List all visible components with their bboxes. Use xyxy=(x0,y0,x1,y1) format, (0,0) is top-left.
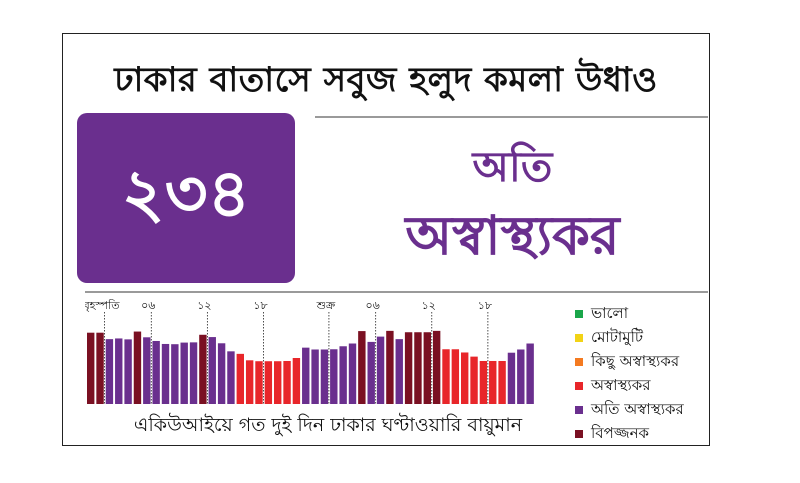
aqi-bar xyxy=(507,352,516,404)
aqi-bar xyxy=(105,339,114,404)
aqi-bar xyxy=(395,339,403,404)
aqi-bar xyxy=(292,358,301,404)
aqi-bar xyxy=(274,361,282,404)
aqi-bar xyxy=(227,351,235,404)
status-line2: অস্বাস্থ্যকর xyxy=(405,204,620,267)
aqi-bar xyxy=(171,344,179,404)
x-tick-label: শুক্র xyxy=(316,299,336,312)
aqi-bar xyxy=(152,340,160,404)
aqi-bar xyxy=(180,342,188,404)
x-tick-label: ১২ xyxy=(422,299,436,312)
x-tick-label: ১৮ xyxy=(478,299,492,312)
legend-label: কিছু অস্বাস্থ্যকর xyxy=(591,351,680,370)
x-tick-label: ০৬ xyxy=(366,299,380,312)
aqi-bar xyxy=(124,339,132,404)
aqi-bar xyxy=(320,349,329,404)
divider-top xyxy=(315,116,708,118)
aqi-bar xyxy=(432,330,441,404)
aqi-bar xyxy=(115,338,123,404)
legend-item: মোটামুটি xyxy=(575,326,710,350)
legend-item: অস্বাস্থ্যকর xyxy=(575,374,710,398)
legend-label: ভালো xyxy=(591,303,629,322)
aqi-bar xyxy=(404,332,413,404)
aqi-bar xyxy=(376,336,385,404)
legend-item: অতি অস্বাস্থ্যকর xyxy=(575,398,710,422)
aqi-bar xyxy=(236,353,244,404)
legend-label: অতি অস্বাস্থ্যকর xyxy=(591,399,684,418)
aqi-bar xyxy=(330,349,338,404)
legend-swatch xyxy=(575,430,583,438)
legend-item: কিছু অস্বাস্থ্যকর xyxy=(575,350,710,374)
aqi-bar xyxy=(517,349,525,404)
x-tick-label: ০৬ xyxy=(141,299,155,312)
aqi-bar xyxy=(414,332,422,404)
divider-bottom xyxy=(85,291,708,293)
legend-label: বিপজ্জনক xyxy=(591,423,650,442)
legend-item: বিপজ্জনক xyxy=(575,422,710,446)
aqi-bar xyxy=(498,360,506,404)
aqi-bar xyxy=(189,342,198,404)
x-tick-label: ১৮ xyxy=(253,299,267,312)
aqi-bar xyxy=(348,343,357,404)
aqi-bar xyxy=(442,349,450,404)
x-tick-label: ১২ xyxy=(197,299,211,312)
legend-swatch xyxy=(575,310,583,318)
infographic-card: ঢাকার বাতাসে সবুজ হলুদ কমলা উধাও ২৩৪ অতি… xyxy=(62,33,710,446)
hourly-aqi-chart: বৃহস্পতি ০৬ ১২ ১৮ শুক্র ০৬ ১২ ১৮ xyxy=(85,299,534,404)
legend-swatch xyxy=(575,382,583,390)
aqi-bar xyxy=(283,360,291,404)
headline: ঢাকার বাতাসে সবুজ হলুদ কমলা উধাও xyxy=(114,60,658,100)
aqi-bar xyxy=(264,361,273,404)
aqi-bar xyxy=(339,346,347,404)
aqi-bar xyxy=(461,352,469,404)
status-line1: অতি xyxy=(472,142,553,191)
aqi-bar xyxy=(133,331,142,404)
legend-label: মোটামুটি xyxy=(591,327,644,346)
aqi-bar xyxy=(358,331,366,404)
x-tick-label: বৃহস্পতি xyxy=(85,299,120,312)
aqi-bar xyxy=(526,343,534,404)
aqi-bar xyxy=(208,337,216,404)
legend-swatch xyxy=(575,406,583,414)
aqi-bar xyxy=(96,332,104,404)
aqi-bar xyxy=(87,332,95,404)
aqi-bar xyxy=(311,349,319,404)
aqi-bar xyxy=(479,360,488,404)
aqi-bar xyxy=(302,347,310,404)
chart-caption: একিউআইয়ে গত দুই দিন ঢাকার ঘণ্টাওয়ারি ব… xyxy=(133,414,523,436)
aqi-bar xyxy=(161,343,170,404)
legend-swatch xyxy=(575,358,583,366)
aqi-bar xyxy=(199,334,207,404)
aqi-bar xyxy=(245,360,254,404)
aqi-value: ২৩৪ xyxy=(121,155,251,232)
aqi-bar xyxy=(143,337,151,404)
aqi-bar xyxy=(255,361,263,404)
legend-item: ভালো xyxy=(575,302,710,326)
aqi-bar xyxy=(470,356,478,404)
aqi-bar xyxy=(489,360,497,404)
aqi-bar xyxy=(451,349,460,404)
aqi-bar xyxy=(217,343,226,404)
legend-label: অস্বাস্থ্যকর xyxy=(591,375,651,394)
legend: ভালো মোটামুটি কিছু অস্বাস্থ্যকর অস্বাস্থ্যক… xyxy=(575,302,710,446)
legend-swatch xyxy=(575,334,583,342)
aqi-bar xyxy=(386,330,394,404)
aqi-value-box: ২৩৪ xyxy=(77,113,295,283)
aqi-bar xyxy=(367,341,375,404)
aqi-bar xyxy=(423,332,431,404)
